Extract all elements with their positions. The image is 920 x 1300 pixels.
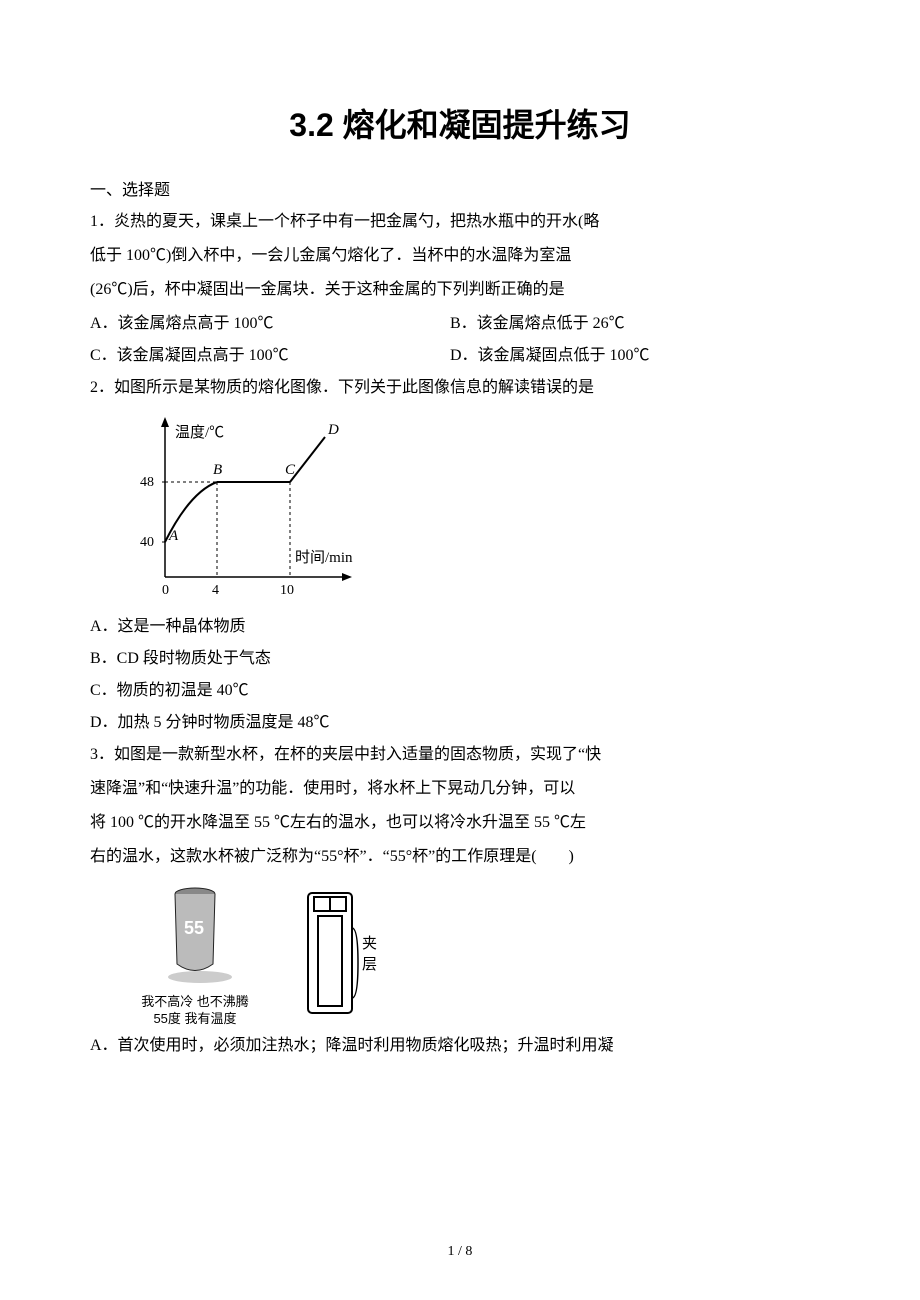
page: 3.2 熔化和凝固提升练习 一、选择题 1．炎热的夏天，课桌上一个杯子中有一把金…	[0, 0, 920, 1300]
q3-images: 55 我不高冷 也不沸腾 55度 我有温度 夹	[110, 879, 830, 1028]
svg-text:B: B	[213, 462, 222, 478]
svg-text:A: A	[168, 528, 179, 544]
q2-option-d: D．加热 5 分钟时物质温度是 48℃	[90, 707, 830, 739]
svg-text:48: 48	[140, 475, 154, 490]
q1-option-d: D．该金属凝固点低于 100℃	[450, 340, 650, 372]
q2-chart: 48 40 0 4 10 温度/℃ 时间/min A B C D	[120, 412, 830, 607]
q1-stem-line1: 1．炎热的夏天，课桌上一个杯子中有一把金属勺，把热水瓶中的开水(略	[90, 206, 830, 238]
page-title: 3.2 熔化和凝固提升练习	[90, 100, 830, 146]
promo-line2: 55度 我有温度	[141, 1011, 249, 1028]
q2-option-b: B．CD 段时物质处于气态	[90, 643, 830, 675]
cup-cross-section: 夹 层	[300, 888, 377, 1018]
page-number: 1 / 8	[0, 1244, 920, 1260]
svg-text:55: 55	[184, 918, 204, 938]
promo-line1: 我不高冷 也不沸腾	[141, 994, 249, 1011]
q1-option-a: A．该金属熔点高于 100℃	[90, 308, 450, 340]
q1-options-row2: C．该金属凝固点高于 100℃ D．该金属凝固点低于 100℃	[90, 340, 830, 372]
svg-text:D: D	[327, 422, 339, 438]
section-heading: 一、选择题	[90, 176, 830, 200]
q1-stem-line3: (26℃)后，杯中凝固出一金属块．关于这种金属的下列判断正确的是	[90, 274, 830, 306]
q2-option-a: A．这是一种晶体物质	[90, 611, 830, 643]
q1-stem-line2: 低于 100℃)倒入杯中，一会儿金属勺熔化了．当杯中的水温降为室温	[90, 240, 830, 272]
svg-text:温度/℃: 温度/℃	[175, 424, 224, 441]
svg-text:10: 10	[280, 583, 294, 598]
q3-stem-line4: 右的温水，这款水杯被广泛称为“55°杯”．“55°杯”的工作原理是( )	[90, 841, 830, 873]
q3-stem-line2: 速降温”和“快速升温”的功能．使用时，将水杯上下晃动几分钟，可以	[90, 773, 830, 805]
layer-label-1: 夹	[362, 932, 377, 953]
q1-option-c: C．该金属凝固点高于 100℃	[90, 340, 450, 372]
q1-options-row1: A．该金属熔点高于 100℃ B．该金属熔点低于 26℃	[90, 308, 830, 340]
q3-stem-line3: 将 100 ℃的开水降温至 55 ℃左右的温水，也可以将冷水升温至 55 ℃左	[90, 807, 830, 839]
q1-option-b: B．该金属熔点低于 26℃	[450, 308, 625, 340]
layer-label-2: 层	[362, 953, 377, 974]
svg-text:C: C	[285, 462, 296, 478]
svg-text:40: 40	[140, 535, 154, 550]
cup-promo-image: 55 我不高冷 也不沸腾 55度 我有温度	[110, 879, 280, 1028]
svg-text:0: 0	[162, 583, 169, 598]
q2-stem: 2．如图所示是某物质的熔化图像．下列关于此图像信息的解读错误的是	[90, 372, 830, 404]
q3-stem-line1: 3．如图是一款新型水杯，在杯的夹层中封入适量的固态物质，实现了“快	[90, 739, 830, 771]
q3-option-a: A．首次使用时，必须加注热水；降温时利用物质熔化吸热；升温时利用凝	[90, 1030, 830, 1062]
q2-option-c: C．物质的初温是 40℃	[90, 675, 830, 707]
svg-text:时间/min: 时间/min	[295, 549, 353, 566]
svg-text:4: 4	[212, 583, 219, 598]
